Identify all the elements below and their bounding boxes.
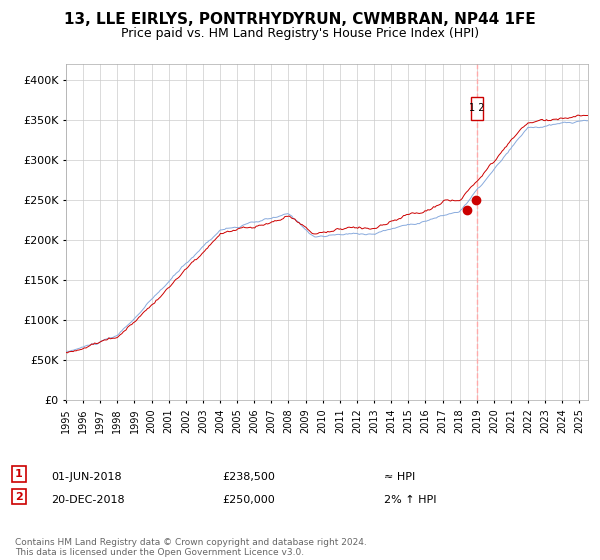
Text: ≈ HPI: ≈ HPI xyxy=(384,472,415,482)
FancyBboxPatch shape xyxy=(471,97,483,120)
Text: 20-DEC-2018: 20-DEC-2018 xyxy=(51,494,125,505)
Text: Contains HM Land Registry data © Crown copyright and database right 2024.
This d: Contains HM Land Registry data © Crown c… xyxy=(15,538,367,557)
Text: £238,500: £238,500 xyxy=(222,472,275,482)
Text: 01-JUN-2018: 01-JUN-2018 xyxy=(51,472,122,482)
Text: 13, LLE EIRLYS, PONTRHYDYRUN, CWMBRAN, NP44 1FE: 13, LLE EIRLYS, PONTRHYDYRUN, CWMBRAN, N… xyxy=(64,12,536,27)
Text: 1 2: 1 2 xyxy=(469,104,485,114)
Text: £250,000: £250,000 xyxy=(222,494,275,505)
Text: 1: 1 xyxy=(15,469,23,479)
Text: 2: 2 xyxy=(15,492,23,502)
Text: Price paid vs. HM Land Registry's House Price Index (HPI): Price paid vs. HM Land Registry's House … xyxy=(121,27,479,40)
Text: 2% ↑ HPI: 2% ↑ HPI xyxy=(384,494,437,505)
